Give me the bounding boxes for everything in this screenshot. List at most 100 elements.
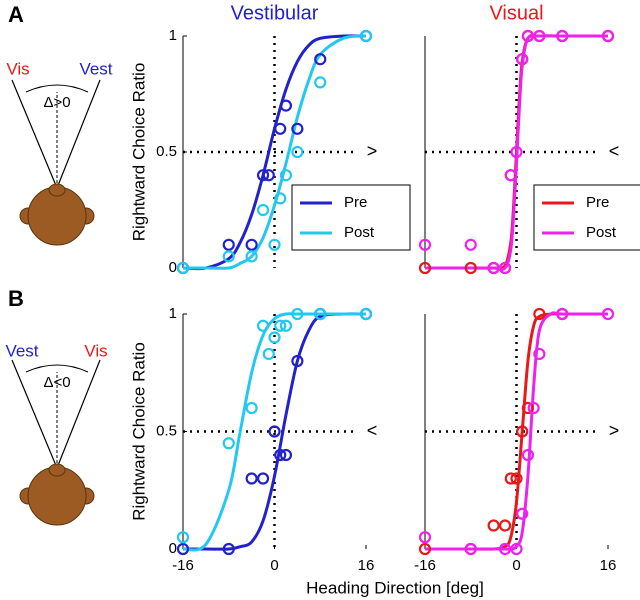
- diagram-right: Vest: [79, 59, 112, 78]
- data-point: [504, 169, 517, 182]
- data-point: [464, 238, 477, 251]
- data-point: [533, 307, 546, 321]
- data-point: [516, 53, 529, 66]
- legend-label: Post: [344, 224, 375, 241]
- y-tick-label: 0.5: [156, 143, 177, 160]
- data-point: [176, 531, 190, 544]
- x-tick-label: 0: [512, 557, 520, 574]
- data-point: [521, 29, 535, 43]
- diagram-left: Vis: [6, 59, 29, 78]
- arm: [56, 359, 101, 469]
- data-point: [176, 261, 190, 275]
- arm: [11, 79, 58, 189]
- data-point: [556, 29, 569, 43]
- data-point: [222, 238, 235, 251]
- panel: Vestibular Rightward Choice Ratio 0 0.5 1 > Pr…: [129, 2, 411, 276]
- fit-curve: [425, 311, 608, 551]
- y-tick-label: 1: [169, 305, 177, 322]
- panel: -16 0 16 >: [414, 307, 620, 574]
- data-point: [291, 122, 304, 135]
- data-point: [487, 261, 500, 275]
- data-point: [464, 261, 477, 275]
- x-tick-label: 16: [600, 557, 617, 574]
- legend-label: Pre: [586, 194, 609, 211]
- data-point: [245, 472, 258, 485]
- data-point: [274, 122, 287, 135]
- panel-label: A: [8, 2, 24, 27]
- data-point: [418, 542, 432, 556]
- y-tick-label: 1: [169, 27, 177, 44]
- annotation: <: [609, 141, 620, 161]
- data-point: [279, 169, 293, 182]
- angle-arc: [25, 364, 89, 373]
- data-point: [268, 331, 281, 344]
- x-axis-label: Heading Direction [deg]: [306, 578, 484, 597]
- panel: Visual < Pre Post: [418, 2, 640, 275]
- x-tick-label: -16: [414, 557, 436, 574]
- arm: [56, 79, 101, 189]
- data-point: [262, 169, 275, 182]
- data-point: [521, 401, 535, 415]
- data-point: [601, 29, 615, 43]
- delta: Δ>0: [43, 94, 70, 111]
- annotation: >: [609, 420, 620, 440]
- legend-box: [533, 184, 640, 251]
- data-point: [268, 238, 281, 251]
- data-point: [504, 472, 517, 485]
- data-point: [527, 401, 540, 415]
- data-point: [256, 472, 270, 485]
- y-tick-label: 0.5: [156, 422, 177, 439]
- data-point: [262, 347, 275, 361]
- fit-curve: [182, 312, 366, 552]
- data-point: [516, 507, 529, 520]
- data-point: [498, 542, 512, 556]
- data-point: [222, 437, 235, 450]
- data-point: [314, 53, 327, 66]
- x-tick-label: 16: [358, 557, 375, 574]
- data-point: [279, 99, 293, 112]
- y-tick-label: 0: [169, 540, 177, 557]
- data-point: [533, 29, 546, 43]
- legend-box: [291, 184, 411, 251]
- data-point: [274, 448, 287, 462]
- data-point: [516, 425, 529, 438]
- chart-title: Visual: [489, 2, 543, 24]
- data-point: [274, 192, 287, 205]
- diagram-b: B Vest Vis Δ<0: [5, 286, 108, 526]
- data-point: [245, 250, 258, 263]
- diagram-left: Vest: [5, 341, 38, 360]
- data-point: [274, 319, 287, 332]
- y-axis-label: Rightward Choice Ratio: [129, 342, 148, 521]
- legend-label: Post: [586, 224, 617, 241]
- data-point: [268, 425, 281, 438]
- fit-curve: [183, 312, 367, 551]
- data-point: [279, 448, 293, 462]
- data-point: [222, 250, 235, 263]
- data-point: [418, 261, 432, 275]
- data-point: [291, 145, 304, 159]
- data-point: [521, 448, 535, 462]
- data-point: [510, 145, 523, 159]
- data-point: [487, 519, 500, 532]
- annotation: <: [367, 420, 378, 440]
- data-point: [245, 238, 258, 251]
- fit-curve: [425, 33, 608, 271]
- data-point: [556, 307, 569, 321]
- data-point: [222, 542, 235, 556]
- nose: [48, 463, 66, 477]
- data-point: [256, 319, 270, 332]
- x-tick-label: 0: [270, 557, 278, 574]
- data-point: [464, 542, 477, 556]
- diagram-right: Vis: [84, 341, 107, 360]
- legend-label: Pre: [344, 194, 367, 211]
- chart-title: Vestibular: [231, 2, 319, 24]
- data-point: [601, 307, 615, 321]
- data-point: [533, 347, 546, 361]
- data-point: [510, 472, 523, 485]
- angle-arc: [25, 84, 89, 93]
- diagram-a: A Vis Vest Δ>0: [6, 2, 113, 246]
- x-tick-label: -16: [172, 557, 194, 574]
- data-point: [291, 307, 304, 321]
- data-point: [359, 29, 373, 43]
